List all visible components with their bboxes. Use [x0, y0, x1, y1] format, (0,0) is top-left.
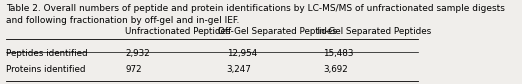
- Text: Unfractionated Peptides: Unfractionated Peptides: [125, 27, 231, 36]
- Text: 12,954: 12,954: [227, 49, 257, 58]
- Text: 3,247: 3,247: [227, 66, 252, 75]
- Text: Proteins identified: Proteins identified: [6, 66, 85, 75]
- Text: 3,692: 3,692: [323, 66, 348, 75]
- Text: 972: 972: [125, 66, 142, 75]
- Text: Peptides identified: Peptides identified: [6, 49, 87, 58]
- Text: 2,932: 2,932: [125, 49, 150, 58]
- Text: Off-Gel Separated Peptides: Off-Gel Separated Peptides: [218, 27, 337, 36]
- Text: In-Gel Separated Peptides: In-Gel Separated Peptides: [317, 27, 431, 36]
- Text: 15,483: 15,483: [323, 49, 354, 58]
- Text: Table 2. Overall numbers of peptide and protein identifications by LC-MS/MS of u: Table 2. Overall numbers of peptide and …: [6, 4, 504, 25]
